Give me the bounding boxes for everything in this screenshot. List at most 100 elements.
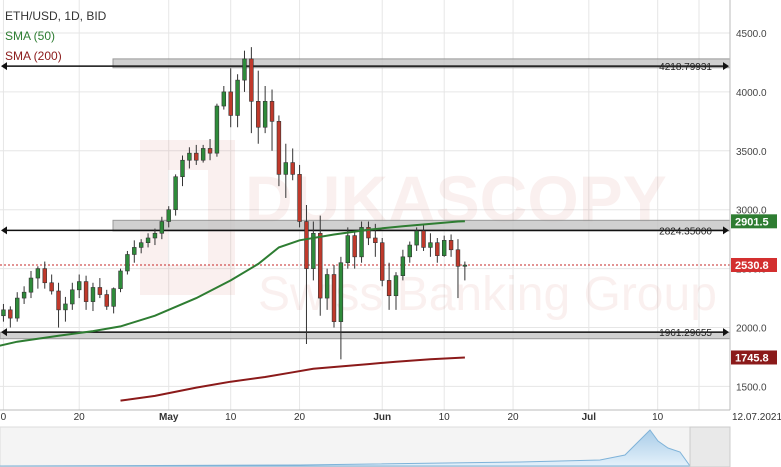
level-band <box>0 331 731 340</box>
candle <box>455 249 461 267</box>
candle <box>269 101 275 122</box>
candle <box>235 79 240 116</box>
x-tick-label: 20 <box>294 412 306 423</box>
candle <box>359 227 364 258</box>
candle <box>56 290 61 311</box>
candle <box>187 152 192 161</box>
y-tick-label: 1500.0 <box>736 382 767 393</box>
candle <box>407 244 412 258</box>
candle <box>97 287 103 295</box>
y-tick-label: 4500.0 <box>736 29 767 40</box>
candle <box>290 162 295 175</box>
candle <box>8 309 13 319</box>
candle <box>380 242 385 281</box>
candle <box>63 303 68 311</box>
navigator[interactable] <box>0 426 731 467</box>
candle <box>428 242 433 248</box>
candle <box>132 247 137 255</box>
candle <box>145 237 151 244</box>
candle <box>125 254 130 272</box>
level-label: 1961.29655 <box>659 328 712 339</box>
candle <box>200 148 206 161</box>
candle <box>462 264 468 267</box>
candle <box>414 230 419 246</box>
level-arrow-right-icon <box>723 62 729 71</box>
candle <box>345 235 350 264</box>
candle <box>331 274 337 322</box>
plot-area[interactable] <box>0 0 730 410</box>
candle <box>152 232 158 239</box>
navigator-series <box>0 429 691 467</box>
candle <box>173 176 178 211</box>
candle <box>118 270 123 289</box>
candle <box>28 277 34 293</box>
candle <box>283 162 289 175</box>
candle <box>207 148 213 154</box>
candle <box>166 209 171 222</box>
navigator-handle[interactable] <box>689 426 731 467</box>
candle <box>70 289 75 305</box>
candle <box>262 101 268 128</box>
candle <box>76 281 82 291</box>
candle <box>435 242 440 256</box>
x-tick-label: May <box>159 412 179 423</box>
candle <box>104 294 109 307</box>
candle <box>194 152 199 161</box>
candle <box>297 174 302 222</box>
x-tick-label: 20 <box>74 412 86 423</box>
sma50-tag <box>731 214 777 229</box>
candle <box>138 242 144 248</box>
x-tick-label: 10 <box>439 412 451 423</box>
candle <box>400 256 406 276</box>
sma200-tag <box>731 350 777 365</box>
sma50-legend[interactable]: SMA (50) <box>5 29 56 43</box>
x-tick-label: 10 <box>652 412 664 423</box>
candle <box>276 121 282 175</box>
last-price-tag-label: 2530.8 <box>735 260 769 272</box>
sma200-line <box>120 356 465 402</box>
candle <box>441 240 447 256</box>
candle <box>21 291 27 299</box>
candles <box>1 47 468 360</box>
level-arrow-right-icon <box>723 328 729 337</box>
candle <box>242 58 247 81</box>
y-axis: 1500.02000.02500.03000.03500.04000.04500… <box>729 0 777 410</box>
candle <box>90 287 96 302</box>
x-tick-label: 20 <box>508 412 520 423</box>
candle <box>304 221 309 269</box>
candle <box>214 105 220 154</box>
candle <box>311 232 316 269</box>
y-tick-label: 2000.0 <box>736 324 767 335</box>
x-tick-label: Jul <box>582 412 597 423</box>
candle <box>366 227 371 239</box>
candle <box>221 91 227 107</box>
candle <box>49 282 54 292</box>
x-tick-label: 12.07.2021 <box>732 412 781 423</box>
candle <box>421 230 426 248</box>
candle <box>318 232 323 299</box>
candle <box>324 274 330 299</box>
level-label: 2824.35000 <box>659 226 712 237</box>
candle <box>42 268 47 284</box>
x-tick-label: 10 <box>225 412 237 423</box>
candle <box>228 91 233 116</box>
candle <box>159 221 165 234</box>
candle <box>83 281 89 302</box>
candle <box>15 297 20 319</box>
y-tick-label: 3500.0 <box>736 147 767 158</box>
candle <box>256 101 261 128</box>
sma50-tag-label: 2901.5 <box>735 216 769 228</box>
level-label: 4218.79931 <box>659 62 712 73</box>
sma200-tag-label: 1745.8 <box>735 352 769 364</box>
symbol-label: ETH/USD, 1D, BID <box>5 9 107 23</box>
candle <box>111 288 116 307</box>
level-arrow-right-icon <box>723 226 729 235</box>
candle <box>180 159 185 178</box>
level-arrow-left-icon <box>1 328 7 337</box>
sma200-legend[interactable]: SMA (200) <box>5 49 62 63</box>
candle <box>249 58 254 102</box>
candle <box>35 268 41 279</box>
x-tick-label: Jun <box>373 412 391 423</box>
y-tick-label: 3000.0 <box>736 206 767 217</box>
